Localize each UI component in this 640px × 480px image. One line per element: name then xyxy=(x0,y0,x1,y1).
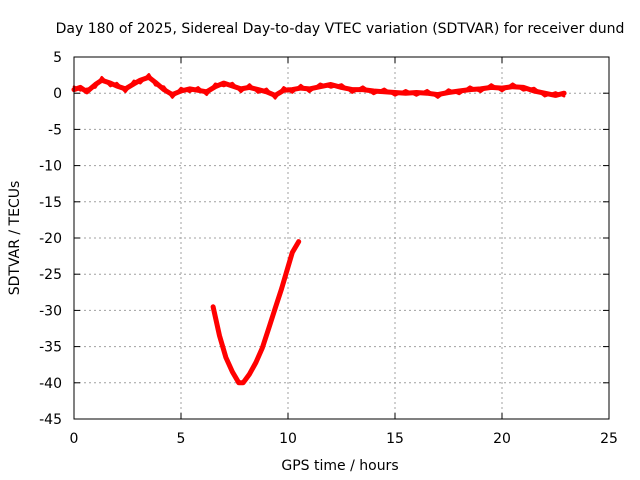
y-axis-label: SDTVAR / TECUs xyxy=(7,181,23,296)
y-tick-label: 0 xyxy=(53,86,62,102)
y-tick-label: -25 xyxy=(39,267,62,283)
series-layer xyxy=(71,73,567,386)
y-tick-label: -15 xyxy=(39,195,62,211)
y-tick-label: -5 xyxy=(48,122,62,138)
ticks: 0 5 10 15 20 25 5 0 -5 -10 -15 -20 -25 -30 -35 -40 -45 xyxy=(39,50,618,447)
y-tick-label: -40 xyxy=(39,376,62,392)
x-tick-label: 25 xyxy=(600,431,618,447)
chart-title: Day 180 of 2025, Sidereal Day-to-day VTE… xyxy=(56,21,625,37)
y-tick-label: -35 xyxy=(39,340,62,356)
grid xyxy=(74,57,609,419)
y-tick-label: 5 xyxy=(53,50,62,66)
y-tick-label: -30 xyxy=(39,303,62,319)
x-tick-label: 5 xyxy=(177,431,186,447)
y-tick-label: -10 xyxy=(39,159,62,175)
x-axis-label: GPS time / hours xyxy=(281,458,398,474)
x-tick-label: 15 xyxy=(386,431,404,447)
series-line-2 xyxy=(210,239,302,386)
y-tick-label: -20 xyxy=(39,231,62,247)
x-tick-label: 0 xyxy=(70,431,79,447)
series-line-1-noise xyxy=(72,73,566,100)
x-tick-label: 10 xyxy=(279,431,297,447)
y-tick-label: -45 xyxy=(39,412,62,428)
x-tick-label: 20 xyxy=(493,431,511,447)
